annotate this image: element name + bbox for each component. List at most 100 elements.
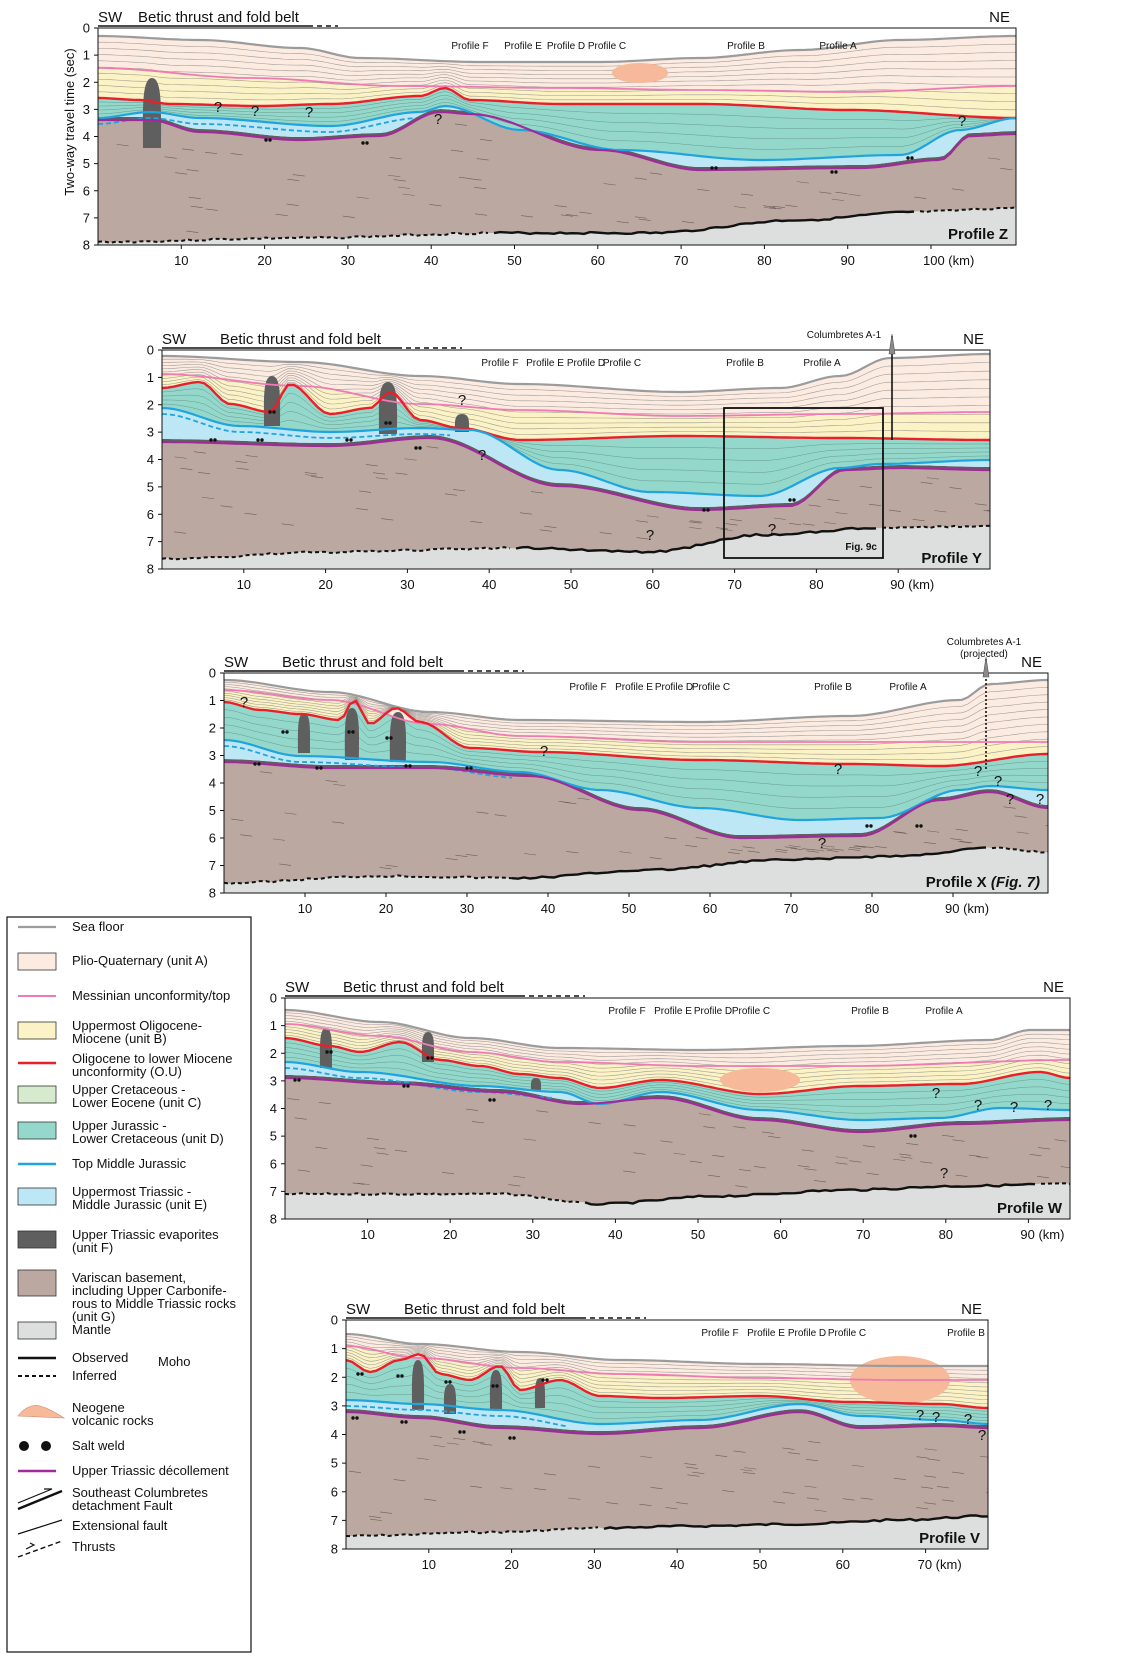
profile-marker: Profile D <box>567 358 605 369</box>
basement-texture <box>579 211 592 214</box>
profile-marker: Profile E <box>504 41 542 52</box>
salt-weld <box>329 1050 333 1054</box>
salt-weld <box>402 1084 406 1088</box>
basement-texture <box>725 523 738 526</box>
basement-texture <box>294 1117 307 1120</box>
basement-texture <box>186 230 199 233</box>
basement-texture <box>279 863 292 866</box>
x-tick-label: 20 <box>504 1557 518 1572</box>
reflector <box>285 1026 1070 1077</box>
salt-weld <box>264 138 268 142</box>
top-middle-jurassic-dashed <box>98 117 417 133</box>
legend-unit-e: Middle Jurassic (unit E) <box>72 1197 207 1212</box>
basement-texture <box>826 849 839 852</box>
ne-label: NE <box>1043 979 1064 996</box>
profile-marker: Profile D <box>694 1006 732 1017</box>
unit-d <box>224 701 1048 820</box>
salt-weld <box>458 1430 462 1434</box>
evaporite-unit-f <box>162 435 990 510</box>
legend-volcanic: volcanic rocks <box>72 1413 154 1428</box>
basement-texture <box>924 1448 937 1451</box>
basement-texture <box>564 801 577 805</box>
basement-texture <box>684 1463 697 1466</box>
ou-line <box>285 1036 1070 1096</box>
unit-b <box>224 690 1048 766</box>
basement-texture <box>476 158 489 161</box>
x-tick-label: 10 <box>298 901 312 916</box>
salt-weld <box>915 824 919 828</box>
reflector <box>224 681 1048 727</box>
basement-texture <box>568 1497 581 1500</box>
basement-texture <box>357 1182 370 1185</box>
y-tick-label: 0 <box>331 1313 338 1328</box>
basement-texture <box>433 1444 446 1448</box>
salt-weld <box>408 764 412 768</box>
basement-texture <box>955 828 968 832</box>
reflector <box>224 716 1048 787</box>
salt-weld <box>389 736 393 740</box>
salt-diapir <box>344 708 360 760</box>
salt-weld <box>356 1372 360 1376</box>
basement-texture <box>1014 815 1027 818</box>
salt-diapir <box>263 376 281 426</box>
basement-texture <box>389 157 402 160</box>
basement-texture <box>197 472 211 475</box>
basement-texture <box>743 1472 756 1475</box>
unit-e <box>224 740 1048 835</box>
basement-texture <box>968 1154 981 1157</box>
salt-weld <box>865 824 869 828</box>
reflector <box>162 374 990 424</box>
basement-texture <box>986 509 990 511</box>
basement-texture <box>790 847 803 851</box>
moho-observed <box>511 846 987 880</box>
x-tick-label: 20 <box>443 1227 457 1242</box>
basement-texture <box>465 1108 479 1111</box>
x-tick-label: 30 <box>341 253 355 268</box>
basement-texture <box>952 1139 965 1142</box>
legend-swatch <box>17 952 57 971</box>
fig-9c-label: Fig. 9c <box>845 542 877 553</box>
basement-texture <box>366 1137 380 1140</box>
basement-texture <box>824 522 837 525</box>
salt-weld <box>260 438 264 442</box>
basement-texture <box>465 854 478 857</box>
ne-label: NE <box>961 1301 982 1318</box>
basement-texture <box>692 1471 705 1474</box>
uncertainty-mark: ? <box>994 773 1002 790</box>
legend-unit-g: rous to Middle Triassic rocks <box>72 1296 236 1311</box>
x-tick-label: 60 <box>703 901 717 916</box>
salt-weld <box>297 1078 301 1082</box>
legend-sea-floor: Sea floor <box>72 919 125 934</box>
basement-texture <box>649 857 662 860</box>
basement-texture <box>762 205 776 208</box>
sw-label: SW <box>162 331 187 348</box>
profile-v: ? ??? 0 1 2 3 4 5 6 7 8 10 20 30 40 50 60 70 (km) SW Betic … <box>331 1301 989 1572</box>
basement-texture <box>827 498 840 502</box>
basement-texture <box>286 203 299 206</box>
profile-marker: Profile B <box>726 358 764 369</box>
legend-unit-a: Plio-Quaternary (unit A) <box>72 953 208 968</box>
x-tick-label: 50 <box>507 253 521 268</box>
salt-weld <box>400 1420 404 1424</box>
basement-texture <box>472 1441 485 1444</box>
ou-line <box>162 380 990 442</box>
basement-texture <box>730 848 743 852</box>
basement-texture <box>772 1501 786 1504</box>
reflector <box>224 709 1048 776</box>
basement-unit-g <box>224 762 1048 884</box>
profile-marker: Profile E <box>747 1328 785 1339</box>
profile-marker: Profile D <box>655 682 693 693</box>
basement-texture <box>976 1156 989 1159</box>
decollement-line <box>346 1410 988 1436</box>
basement-texture <box>1016 831 1029 834</box>
legend-unit-d: Upper Jurassic - <box>72 1118 167 1133</box>
basement-texture <box>835 191 848 195</box>
uncertainty-mark: ? <box>974 763 982 780</box>
reflector <box>162 403 990 485</box>
basement-texture <box>376 1152 389 1155</box>
basement-texture <box>368 1515 382 1518</box>
basement-texture <box>707 1174 721 1177</box>
y-tick-label: 1 <box>147 370 154 385</box>
unit-b <box>162 374 990 440</box>
basement-texture <box>813 1180 826 1183</box>
